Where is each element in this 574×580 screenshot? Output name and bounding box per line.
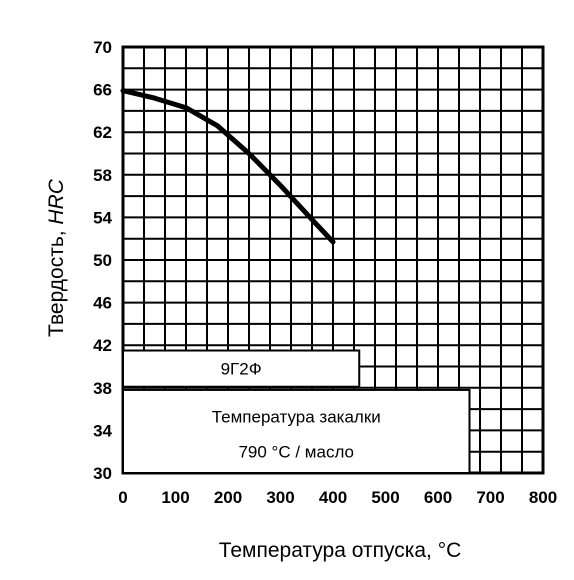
y-axis-title: Твердость, HRC xyxy=(45,178,68,337)
quench-box xyxy=(122,388,471,474)
grade-label: 9Г2Ф xyxy=(221,360,262,379)
y-tick-labels: 30 34 38 42 46 50 54 58 62 66 70 xyxy=(93,38,112,483)
y-tick-label: 70 xyxy=(93,38,112,57)
series-layer xyxy=(120,88,336,245)
y-tick-label: 66 xyxy=(93,81,112,100)
y-tick-label: 34 xyxy=(93,421,112,440)
x-tick-labels: 0 100 200 300 400 500 600 700 800 xyxy=(118,488,557,507)
quench-label-line2: 790 °C / масло xyxy=(238,443,354,462)
series-line xyxy=(120,88,336,245)
y-tick-label: 50 xyxy=(93,251,112,270)
y-axis-title-main: Твердость, xyxy=(45,225,68,337)
x-axis-title: Температура отпуска, °C xyxy=(219,539,462,562)
x-tick-label: 600 xyxy=(424,488,452,507)
y-tick-label: 46 xyxy=(93,294,112,313)
legend-box: 9Г2Ф Температура закалки 790 °C / масло xyxy=(122,349,471,474)
y-tick-label: 54 xyxy=(93,208,112,227)
x-tick-label: 500 xyxy=(371,488,399,507)
y-tick-label: 58 xyxy=(93,166,112,185)
quench-label-line1: Температура закалки xyxy=(212,408,381,427)
x-tick-label: 700 xyxy=(476,488,504,507)
x-tick-label: 400 xyxy=(319,488,347,507)
x-tick-label: 0 xyxy=(118,488,127,507)
x-tick-label: 100 xyxy=(161,488,189,507)
x-tick-label: 200 xyxy=(214,488,242,507)
y-tick-label: 42 xyxy=(93,336,112,355)
y-tick-label: 38 xyxy=(93,379,112,398)
grade-box xyxy=(122,349,361,388)
y-axis-title-unit: HRC xyxy=(45,178,68,224)
x-tick-label: 300 xyxy=(266,488,294,507)
y-tick-label: 62 xyxy=(93,123,112,142)
x-tick-label: 800 xyxy=(529,488,557,507)
y-tick-label: 30 xyxy=(93,464,112,483)
